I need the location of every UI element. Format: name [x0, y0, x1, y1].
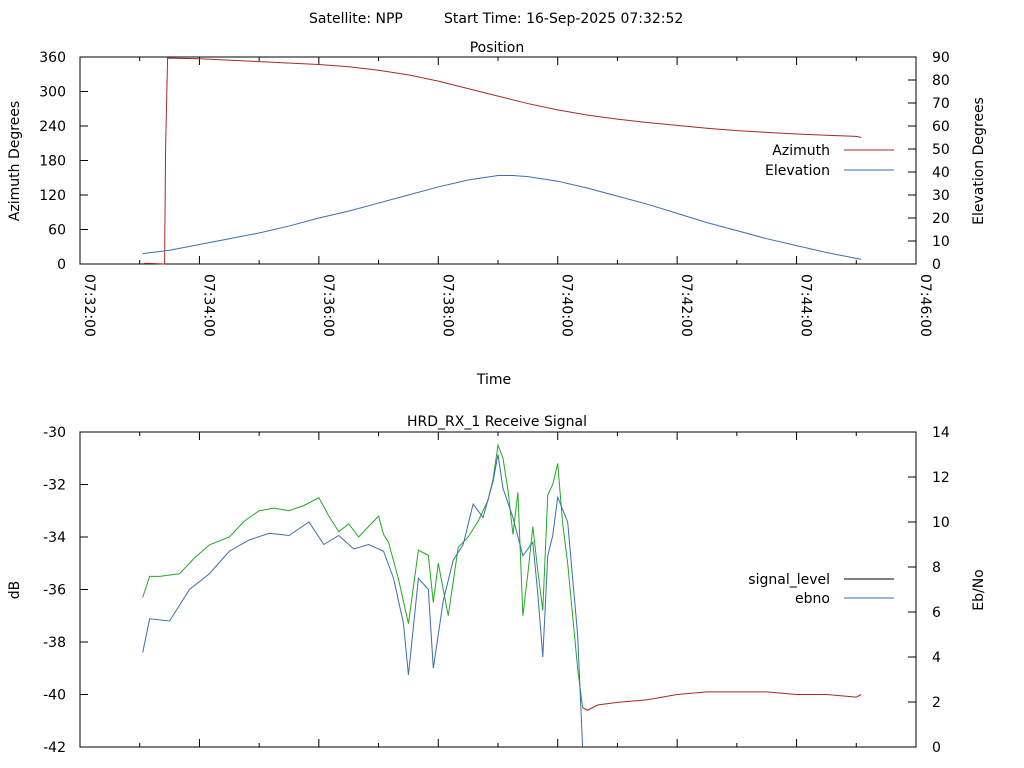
legend-label-elevation: Elevation [765, 163, 830, 179]
position-tick-marks [79, 56, 917, 265]
position-y2-tick-label: 80 [932, 73, 950, 89]
signal-chart: HRD_RX_1 Receive Signal -42-40-38-36-34-… [7, 414, 987, 756]
legend-label-ebno: ebno [795, 591, 830, 607]
signal-tick-marks [79, 431, 917, 748]
signal-series-lines [142, 443, 862, 748]
signal-y-tick-label: -38 [43, 635, 66, 651]
position-x-tick-label: 07:36:00 [320, 274, 336, 337]
position-x-axis-label: Time [476, 372, 511, 388]
signal-y2-tick-label: 12 [932, 470, 950, 486]
signal-y-tick-label: -34 [43, 530, 66, 546]
position-tick-labels: 07:32:00 07:34:00 07:36:00 07:38:00 07:40:00… [39, 50, 950, 337]
position-y-axis-label: Azimuth Degrees [7, 101, 23, 221]
position-y-tick-label: 300 [39, 85, 66, 101]
position-chart: Position 07:32:00 07:34:00 07:36:00 07:38:0… [7, 40, 987, 388]
signal-series-ebno [142, 454, 584, 748]
position-y2-tick-label: 90 [932, 50, 950, 66]
position-chart-title: Position [470, 40, 525, 56]
start-time-label: Start Time: 16-Sep-2025 07:32:52 [444, 11, 683, 27]
position-series-azimuth [143, 57, 862, 265]
position-legend: Azimuth Elevation [765, 143, 894, 179]
signal-y-tick-label: -32 [43, 478, 66, 494]
position-y2-axis-label: Elevation Degrees [971, 97, 987, 225]
position-y-tick-label: 120 [39, 188, 66, 204]
position-x-tick-label: 07:38:00 [439, 274, 455, 337]
position-y2-tick-label: 0 [932, 257, 941, 273]
signal-y-tick-label: -40 [43, 688, 66, 704]
position-x-tick-label: 07:34:00 [200, 274, 216, 337]
signal-y2-tick-label: 10 [932, 515, 950, 531]
signal-y2-tick-label: 2 [932, 695, 941, 711]
signal-series-signal-level-unlocked [582, 691, 862, 711]
position-series-elevation [142, 174, 862, 260]
position-y-tick-label: 240 [39, 119, 66, 135]
signal-y2-axis-label: Eb/No [971, 569, 987, 611]
signal-y2-tick-label: 14 [932, 425, 950, 441]
position-y-tick-label: 360 [39, 50, 66, 66]
position-y2-tick-label: 20 [932, 211, 950, 227]
signal-plot-area [79, 431, 917, 748]
signal-y2-tick-label: 4 [932, 650, 941, 666]
position-y-tick-label: 60 [48, 223, 66, 239]
position-y2-tick-label: 10 [932, 234, 950, 250]
signal-y2-tick-label: 0 [932, 740, 941, 756]
position-y-tick-label: 0 [57, 257, 66, 273]
legend-label-azimuth: Azimuth [772, 143, 830, 159]
position-y-tick-label: 180 [39, 154, 66, 170]
signal-y-tick-label: -36 [43, 583, 66, 599]
position-x-tick-label: 07:40:00 [559, 274, 575, 337]
signal-y-tick-label: -30 [43, 425, 66, 441]
signal-legend: signal_level ebno [748, 572, 894, 607]
signal-y2-tick-label: 6 [932, 605, 941, 621]
position-y2-tick-label: 40 [932, 165, 950, 181]
position-series-lines [142, 57, 862, 265]
position-y2-tick-label: 30 [932, 188, 950, 204]
position-y2-tick-label: 50 [932, 142, 950, 158]
position-x-tick-label: 07:46:00 [917, 274, 933, 337]
position-y2-tick-label: 70 [932, 96, 950, 112]
signal-y2-tick-label: 8 [932, 560, 941, 576]
signal-y-axis-label: dB [7, 581, 23, 600]
position-plot-area [79, 56, 917, 265]
signal-chart-title: HRD_RX_1 Receive Signal [407, 414, 587, 430]
signal-series-signal-level-locked [142, 443, 584, 708]
position-x-tick-label: 07:32:00 [81, 274, 97, 337]
legend-label-signal-level: signal_level [748, 572, 830, 588]
signal-tick-labels: -42 -40 -38 -36 -34 -32 -30 0 2 4 6 8 10 12 14 [43, 425, 950, 756]
satellite-label: Satellite: NPP [309, 11, 403, 27]
signal-y-tick-label: -42 [43, 740, 66, 756]
position-x-tick-label: 07:42:00 [678, 274, 694, 337]
position-y2-tick-label: 60 [932, 119, 950, 135]
position-x-tick-label: 07:44:00 [798, 274, 814, 337]
